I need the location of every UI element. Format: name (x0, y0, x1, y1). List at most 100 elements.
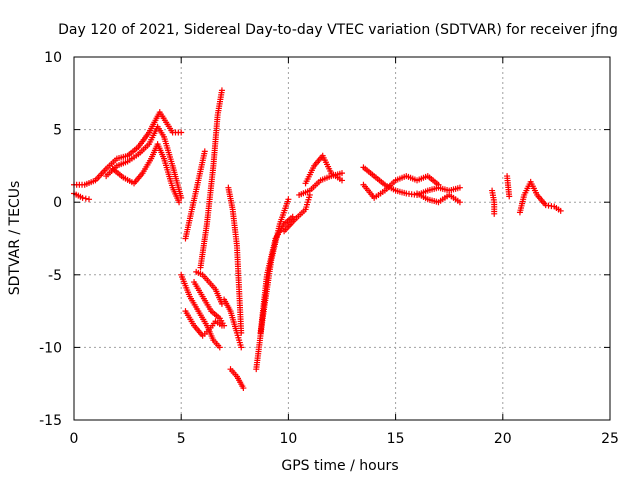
data-point-interp (310, 165, 317, 172)
data-point-interp (369, 171, 376, 178)
data-point-interp (304, 188, 311, 195)
data-point-interp (175, 129, 182, 136)
x-tick-label: 25 (601, 431, 619, 447)
data-point-interp (336, 175, 343, 182)
x-tick-label: 20 (494, 431, 512, 447)
data-point-interp (239, 383, 246, 390)
data-point-interp (491, 208, 498, 215)
data-point-interp (194, 179, 201, 186)
data-point-interp (189, 320, 196, 327)
data-point-interp (380, 180, 387, 187)
data-point-interp (548, 203, 555, 210)
data-point-interp (326, 173, 333, 180)
data-point-interp (219, 320, 226, 327)
data-point-interp (201, 150, 208, 157)
data-point-interp (159, 131, 166, 138)
data-point-interp (185, 291, 192, 298)
data-point-interp (422, 195, 429, 202)
data-point-interp (284, 198, 291, 205)
data-point-interp (197, 270, 204, 277)
data-point-interp (232, 371, 239, 378)
data-point-interp (215, 342, 222, 349)
data-points (71, 87, 564, 392)
data-point-interp (175, 197, 182, 204)
data-point-interp (422, 188, 429, 195)
data-point-interp (188, 208, 195, 215)
data-point-interp (161, 117, 168, 124)
y-tick-label: 5 (53, 123, 62, 139)
data-point-interp (146, 157, 153, 164)
data-point-interp (505, 191, 512, 198)
data-point-interp (144, 142, 151, 149)
data-point-interp (206, 306, 213, 313)
data-point-interp (168, 160, 175, 167)
y-tick-label: 10 (44, 50, 62, 66)
data-point (86, 196, 93, 203)
x-axis-label: GPS time / hours (281, 458, 398, 474)
data-point-interp (210, 320, 217, 327)
y-tick-label: -15 (39, 413, 62, 429)
data-point-interp (203, 328, 210, 335)
data-point-interp (112, 157, 119, 164)
data-point-interp (198, 291, 205, 298)
grid (74, 57, 610, 420)
data-point-interp (272, 237, 278, 244)
chart-title: Day 120 of 2021, Sidereal Day-to-day VTE… (58, 22, 618, 38)
data-point-interp (533, 189, 540, 196)
data-point-interp (79, 181, 86, 188)
data-point-interp (133, 152, 140, 159)
data-point-interp (210, 284, 217, 291)
data-point-interp (144, 131, 151, 138)
data-point-interp (160, 153, 167, 160)
y-tick-label: -10 (39, 340, 62, 356)
data-point-interp (433, 198, 440, 205)
data-point-interp (122, 153, 129, 160)
data-point-interp (263, 274, 270, 281)
data-point-interp (300, 208, 307, 215)
data-point-interp (279, 223, 286, 230)
data-point-interp (237, 341, 244, 348)
y-tick-label: -5 (48, 268, 62, 284)
data-point-interp (138, 171, 145, 178)
data-point-interp (454, 185, 461, 192)
data-point-interp (202, 320, 209, 327)
data-point-interp (118, 173, 125, 180)
data-point-interp (215, 313, 222, 320)
data-point-interp (520, 194, 527, 201)
data-point-interp (433, 180, 440, 187)
data-point-interp (204, 277, 211, 284)
data-point-interp (390, 179, 397, 186)
data-point-interp (541, 200, 548, 207)
data-point-interp (306, 194, 313, 201)
x-tick-label: 10 (279, 431, 297, 447)
data-point-interp (287, 215, 294, 222)
ticks: 0 5 10 15 20 25 -15 -10 -5 0 5 10 (39, 50, 619, 447)
data-point-interp (454, 197, 461, 204)
data-point-interp (168, 182, 175, 189)
data-point-interp (216, 321, 223, 328)
data-point-interp (82, 195, 89, 202)
data-point-interp (336, 170, 343, 177)
data-point-interp (390, 186, 397, 193)
data-point-interp (90, 178, 97, 185)
x-tick-label: 15 (387, 431, 405, 447)
data-point-interp (168, 127, 175, 134)
x-tick-label: 0 (70, 431, 79, 447)
data-point-interp (194, 306, 201, 313)
data-point-interp (555, 206, 562, 213)
data-point-interp (77, 193, 84, 200)
data-point-interp (229, 204, 236, 211)
plot-frame (73, 56, 611, 421)
data-point-interp (315, 179, 322, 186)
data-point-interp (233, 327, 240, 334)
data-point-interp (122, 159, 129, 166)
y-tick-label: 0 (53, 195, 62, 211)
data-point-interp (226, 306, 233, 313)
data-point-interp (290, 218, 297, 225)
x-tick-label: 5 (177, 431, 186, 447)
y-axis-label: SDTVAR / TECUs (7, 181, 23, 296)
data-point-interp (218, 89, 225, 96)
data-point-interp (327, 167, 334, 174)
